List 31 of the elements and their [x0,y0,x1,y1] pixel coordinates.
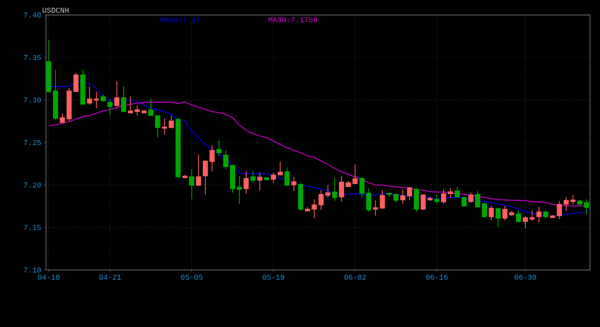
candlestick [236,176,242,204]
candlestick [516,210,522,223]
candlestick [488,206,494,221]
candlestick [482,202,488,218]
candlestick [496,207,501,228]
candlestick [468,192,474,203]
candlestick [189,168,194,200]
candlestick [441,188,446,204]
candlestick [244,170,249,194]
candlestick [291,176,296,192]
candlestick [332,177,338,202]
candlestick [196,154,202,186]
candlestick [380,190,385,210]
candlestick [325,184,330,198]
candlestick [448,188,453,198]
candlestick [257,172,262,191]
candlestick [462,196,467,208]
candlestick [250,170,256,184]
candlestick [114,81,120,107]
candlestick [73,72,79,93]
candlestick [87,86,92,106]
candlestick [475,190,480,208]
candlestick [414,187,419,212]
candlestick [536,206,542,223]
candlestick [434,194,440,204]
candlestick [121,86,126,113]
candlestick [94,91,99,109]
candlestick [216,140,222,156]
candlestick [284,167,290,186]
candlestick [373,200,378,216]
candlestick [107,100,113,116]
